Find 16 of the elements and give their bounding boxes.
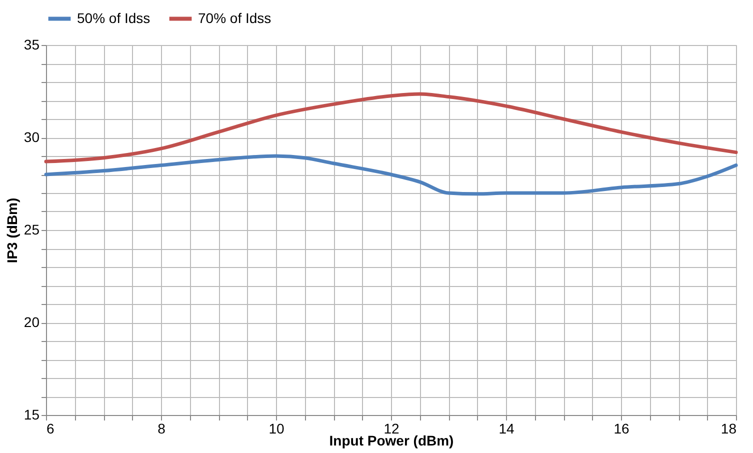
legend-label: 50% of Idss bbox=[77, 10, 150, 26]
x-tick-label: 16 bbox=[614, 420, 630, 436]
y-tick-label: 20 bbox=[24, 314, 40, 330]
x-tick-label: 18 bbox=[720, 420, 737, 436]
line-series bbox=[44, 154, 738, 196]
y-tick-label: 30 bbox=[24, 129, 40, 145]
y-tick-label: 25 bbox=[24, 222, 40, 238]
y-tick-label: 15 bbox=[24, 406, 40, 422]
legend-label: 70% of Idss bbox=[198, 10, 272, 26]
line-series bbox=[44, 92, 738, 164]
x-tick-label: 6 bbox=[46, 420, 54, 436]
x-tick-label: 14 bbox=[498, 420, 514, 436]
x-tick-label: 10 bbox=[268, 420, 284, 436]
x-tick-label: 8 bbox=[158, 420, 166, 436]
y-axis-title: IP3 (dBm) bbox=[4, 198, 20, 264]
y-tick-label: 35 bbox=[24, 36, 40, 52]
